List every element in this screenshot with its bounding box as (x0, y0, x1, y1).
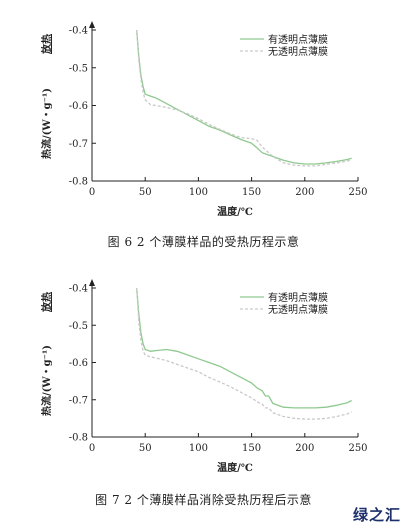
y-tick-label: -0.6 (69, 358, 88, 369)
x-tick-label: 50 (139, 187, 152, 198)
y-tick-label: -0.7 (69, 395, 88, 406)
legend-entry: 有透明点薄膜 (268, 33, 328, 46)
series-line-with-transparent-spots (136, 29, 352, 165)
legend-entry: 无透明点薄膜 (268, 303, 328, 316)
y-axis-arrow (89, 279, 95, 286)
x-tick-label: 200 (295, 443, 314, 454)
figure-7-caption: 图 7 2 个薄膜样品消除受热历程后示意 (95, 493, 312, 507)
x-tick-label: 150 (242, 443, 261, 454)
y-axis-arrow (89, 21, 95, 28)
y-axis-exotherm-label: 放热 (40, 34, 53, 55)
x-axis-label: 温度/℃ (217, 461, 253, 474)
figure-6-caption: 图 6 2 个薄膜样品的受热历程示意 (107, 235, 300, 249)
y-axis-label: 热流/(W・g⁻¹) (40, 345, 53, 416)
x-tick-label: 50 (139, 443, 152, 454)
series-line-without-transparent-spots (136, 29, 352, 167)
x-tick-label: 100 (189, 187, 208, 198)
x-tick-label: 150 (242, 187, 261, 198)
y-tick-label: -0.4 (69, 26, 88, 37)
x-axis-label: 温度/℃ (217, 205, 253, 218)
y-tick-label: -0.8 (69, 177, 88, 188)
x-tick-label: 250 (348, 187, 367, 198)
y-tick-label: -0.8 (69, 433, 88, 444)
y-axis-exotherm-label: 放热 (40, 292, 53, 313)
legend-entry: 有透明点薄膜 (268, 291, 328, 304)
x-tick-label: 0 (89, 443, 95, 454)
y-tick-label: -0.5 (69, 63, 88, 74)
x-tick-label: 100 (189, 443, 208, 454)
y-tick-label: -0.4 (69, 284, 88, 295)
y-tick-label: -0.7 (69, 139, 88, 150)
y-tick-label: -0.5 (69, 321, 88, 332)
x-tick-label: 0 (89, 187, 95, 198)
chart-figure-7: -0.4 -0.5 -0.6 -0.7 -0.80 50 100 150 200 250 温度/℃ 热… (40, 279, 368, 474)
y-axis-label: 热流/(W・g⁻¹) (40, 88, 53, 159)
y-tick-label: -0.6 (69, 101, 88, 112)
legend-entry: 无透明点薄膜 (268, 45, 328, 58)
x-tick-label: 200 (295, 187, 314, 198)
chart-figure-6: -0.4 -0.5 -0.6 -0.7 -0.80 50 100 150 200 250 温度/℃ 热… (40, 21, 368, 218)
watermark-logo: 绿之汇 (352, 506, 401, 524)
x-tick-label: 250 (348, 443, 367, 454)
series-line-with-transparent-spots (136, 287, 352, 409)
series-line-without-transparent-spots (136, 287, 352, 420)
